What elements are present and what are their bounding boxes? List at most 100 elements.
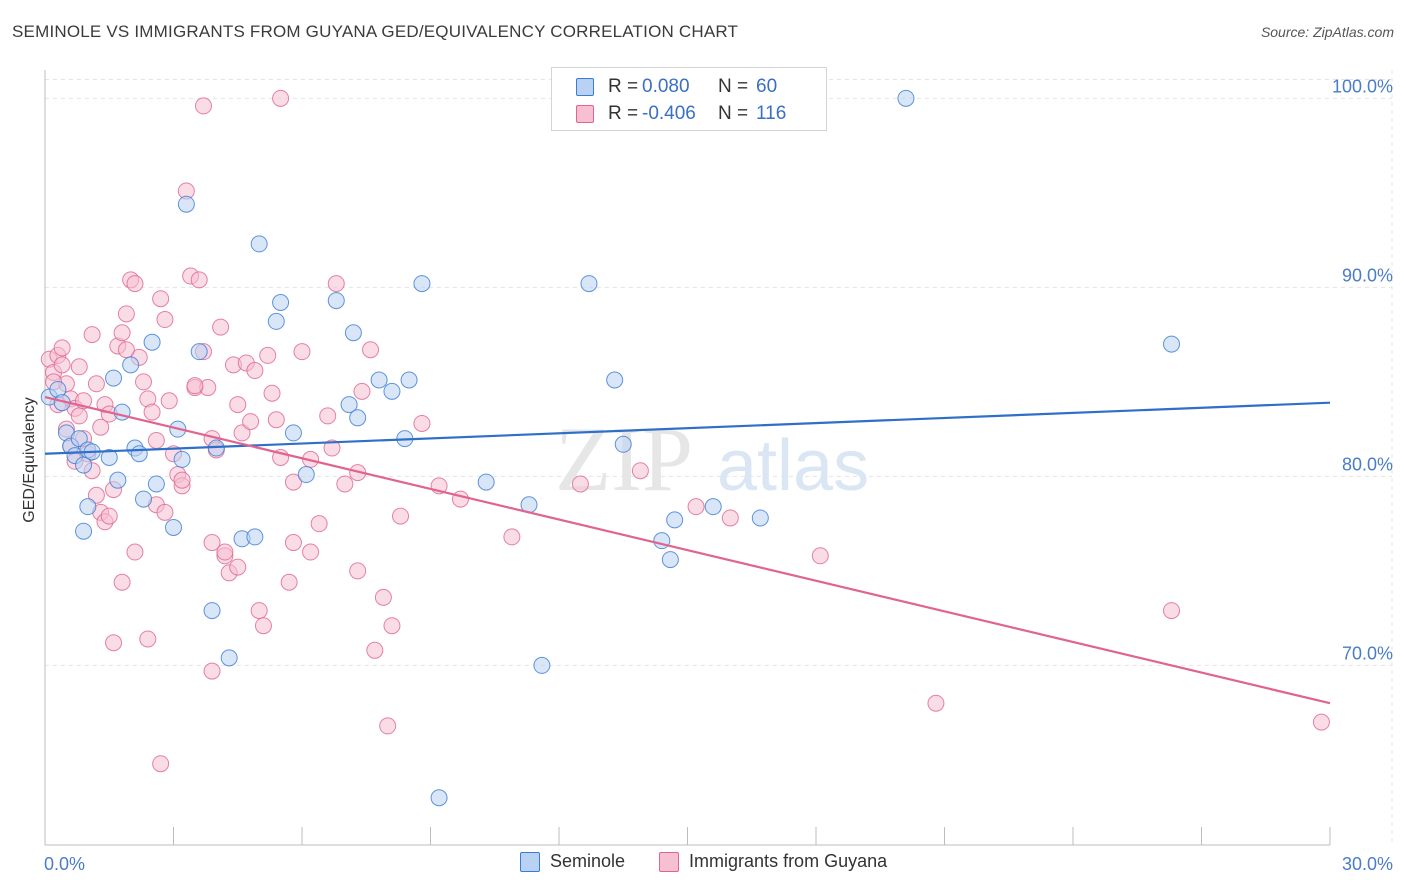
guyana-point xyxy=(203,534,221,552)
guyana-point xyxy=(156,311,174,329)
guyana-point xyxy=(503,528,521,546)
guyana-point xyxy=(284,534,302,552)
guyana-point xyxy=(254,617,272,635)
legend-row-seminole: R = 0.080 N = 60 xyxy=(576,74,777,100)
chart-title: SEMINOLE VS IMMIGRANTS FROM GUYANA GED/E… xyxy=(12,22,739,41)
n-label: N = xyxy=(718,103,749,124)
guyana-point xyxy=(139,630,157,648)
guyana-point xyxy=(1163,602,1181,620)
guyana-point xyxy=(310,515,328,533)
guyana-swatch xyxy=(576,105,594,123)
seminole-point xyxy=(614,435,632,453)
seminole-point xyxy=(173,450,191,468)
guyana-point xyxy=(113,324,131,342)
guyana-point xyxy=(173,471,191,489)
guyana-point xyxy=(392,507,410,525)
seminole-point xyxy=(272,294,290,311)
seminole-trend-line xyxy=(44,401,1331,455)
seminole-point xyxy=(177,195,195,213)
r-label: R = xyxy=(608,76,639,97)
seminole-point xyxy=(105,369,123,387)
watermark-zip: ZIP xyxy=(555,408,693,510)
guyana-point xyxy=(156,503,174,521)
seminole-point xyxy=(147,475,165,493)
guyana-point xyxy=(379,717,397,735)
series-legend: Seminole Immigrants from Guyana xyxy=(520,851,921,872)
seminole-point xyxy=(203,602,221,620)
guyana-point xyxy=(1312,713,1330,731)
seminole-point xyxy=(340,396,358,414)
guyana-point xyxy=(263,384,281,402)
guyana-point xyxy=(160,392,178,410)
guyana-point xyxy=(687,498,705,516)
seminole-point xyxy=(666,511,684,529)
guyana-point xyxy=(152,290,170,308)
y-axis-label: GED/Equivalency xyxy=(21,397,38,522)
n-value: 60 xyxy=(756,76,778,97)
guyana-point xyxy=(413,414,431,432)
guyana-point xyxy=(70,358,88,376)
legend-item-guyana[interactable]: Immigrants from Guyana xyxy=(659,851,887,872)
guyana-point xyxy=(631,462,649,480)
seminole-point xyxy=(284,424,302,442)
n-value: 116 xyxy=(756,103,787,124)
seminole-point xyxy=(165,518,182,536)
x-tick-label: 30.0% xyxy=(1342,854,1393,874)
axis-labels: 70.0% 80.0% 90.0% 100.0% 0.0% 30.0% GED/Equiva… xyxy=(21,76,1393,874)
guyana-point xyxy=(927,694,945,712)
legend-row-guyana: R = -0.406 N = 116 xyxy=(576,101,786,127)
seminole-point xyxy=(122,356,140,374)
seminole-point xyxy=(751,509,769,527)
guyana-point xyxy=(229,558,247,576)
guyana-point xyxy=(194,97,212,115)
seminole-point xyxy=(383,382,401,400)
guyana-point xyxy=(246,362,264,380)
guyana-point xyxy=(216,543,234,561)
seminole-point xyxy=(297,466,315,484)
guyana-point xyxy=(362,341,380,359)
seminole-point xyxy=(190,343,208,361)
guyana-point xyxy=(70,407,88,425)
seminole-point xyxy=(413,275,431,293)
source-label: Source: ZipAtlas.com xyxy=(1260,24,1394,40)
guyana-point xyxy=(92,418,110,436)
guyana-point xyxy=(250,602,268,620)
guyana-point xyxy=(323,439,341,457)
guyana-point xyxy=(143,403,161,421)
seminole-point xyxy=(430,789,448,807)
seminole-point xyxy=(79,498,97,516)
seminole-point xyxy=(109,471,127,489)
guyana-point xyxy=(451,490,469,508)
y-tick-label: 90.0% xyxy=(1342,265,1393,285)
n-label: N = xyxy=(718,76,749,97)
guyana-point xyxy=(327,275,345,293)
guyana-point xyxy=(383,617,401,635)
r-label: R = xyxy=(608,103,639,124)
seminole-point xyxy=(75,522,93,540)
guyana-point xyxy=(117,305,135,323)
seminole-point xyxy=(580,275,598,293)
guyana-point xyxy=(272,89,290,107)
trend-lines xyxy=(44,395,1331,705)
guyana-point xyxy=(353,382,371,400)
guyana-point xyxy=(186,377,204,395)
guyana-legend-swatch xyxy=(659,851,680,872)
guyana-point xyxy=(152,755,170,773)
seminole-point xyxy=(477,473,495,491)
guyana-point xyxy=(374,588,392,606)
guyana-point xyxy=(87,486,105,504)
legend-item-seminole[interactable]: Seminole xyxy=(520,851,625,872)
guyana-point xyxy=(83,326,101,344)
y-tick-label: 70.0% xyxy=(1342,643,1393,663)
guyana-point xyxy=(811,547,829,565)
guyana-legend-label: Immigrants from Guyana xyxy=(689,851,888,871)
guyana-point xyxy=(135,373,153,391)
seminole-point xyxy=(400,371,418,389)
guyana-point xyxy=(349,562,367,580)
guyana-point xyxy=(233,424,251,442)
guyana-point xyxy=(242,413,260,431)
guyana-point xyxy=(284,473,302,491)
seminole-point xyxy=(70,430,88,448)
seminole-point xyxy=(704,498,722,516)
guyana-point xyxy=(126,543,144,561)
